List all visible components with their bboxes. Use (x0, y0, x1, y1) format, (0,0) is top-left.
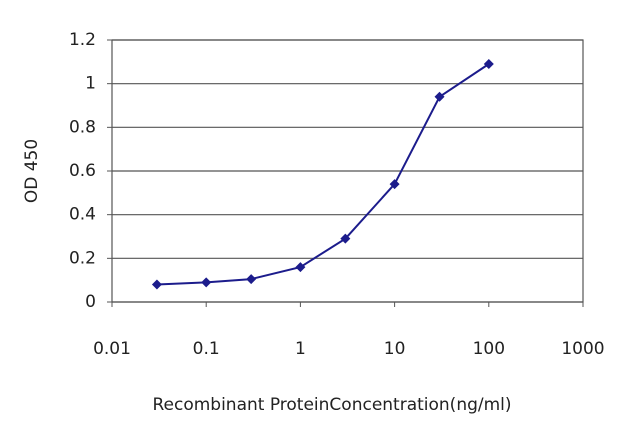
x-axis-label: Recombinant ProteinConcentration(ng/ml) (152, 395, 511, 415)
x-tick-label: 1000 (561, 339, 604, 359)
data-point (483, 59, 494, 70)
data-point (201, 277, 212, 288)
data-point (389, 179, 400, 190)
data-point (295, 262, 306, 273)
y-tick-label: 0 (85, 292, 96, 312)
y-tick-label: 1.2 (69, 30, 96, 50)
x-tick-label: 0.01 (93, 339, 131, 359)
x-tick-label: 0.1 (193, 339, 220, 359)
y-tick-label: 0.6 (69, 161, 96, 181)
data-line (156, 63, 490, 286)
x-tick-label: 1 (295, 339, 306, 359)
x-tick-label: 100 (473, 339, 505, 359)
data-point (151, 279, 162, 290)
y-axis-label: OD 450 (22, 139, 42, 203)
y-tick-label: 1 (85, 74, 96, 94)
y-tick-label: 0.2 (69, 248, 96, 268)
data-point (246, 274, 257, 285)
y-tick-label: 0.4 (69, 205, 96, 225)
data-point (340, 233, 351, 244)
data-point (434, 91, 445, 102)
y-tick-label: 0.8 (69, 117, 96, 137)
x-tick-label: 10 (384, 339, 406, 359)
